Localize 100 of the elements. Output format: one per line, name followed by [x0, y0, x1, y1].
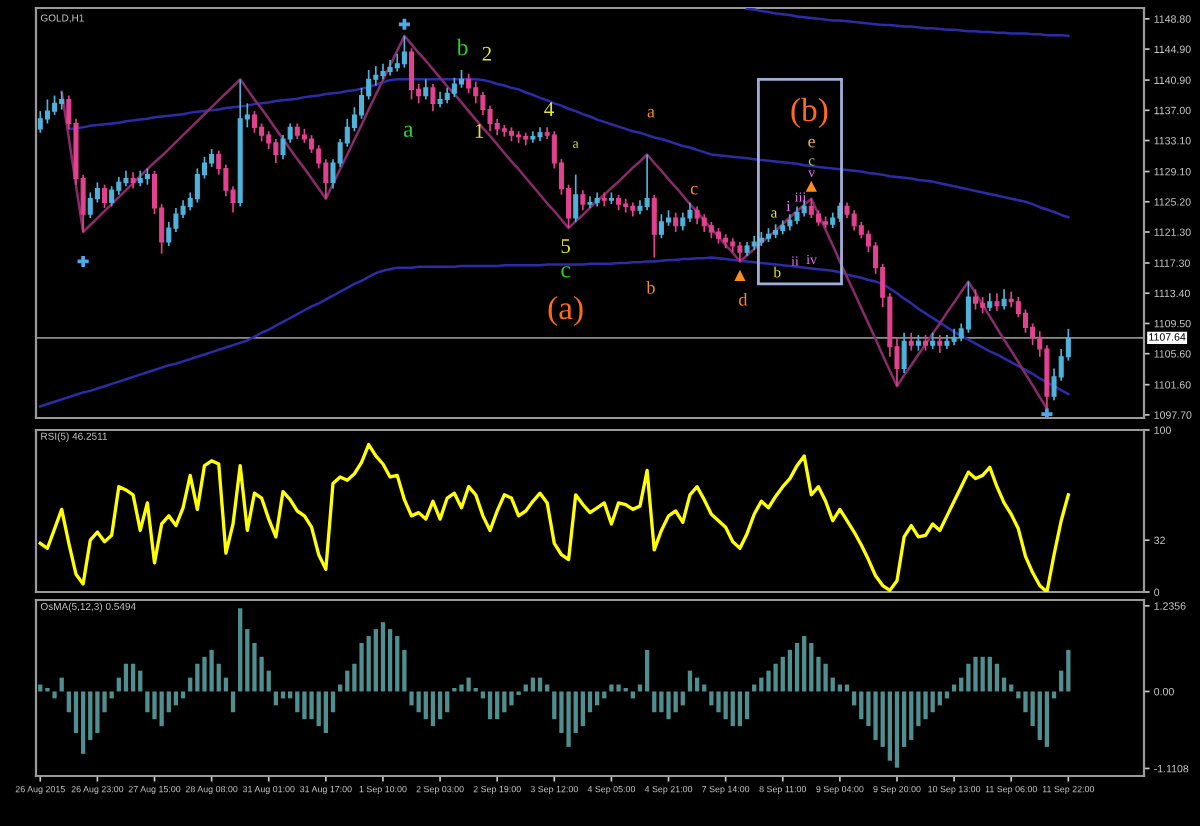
bar: [994, 663, 1000, 692]
candlestick: [658, 213, 664, 240]
candlestick: [409, 47, 415, 101]
point: [1041, 408, 1053, 418]
bar: [944, 691, 950, 699]
bar: [616, 684, 621, 692]
candlestick: [37, 110, 43, 134]
candlestick: [52, 94, 58, 116]
bar: [773, 663, 778, 692]
bar: [737, 691, 743, 727]
candlestick: [687, 201, 693, 223]
candlestick: [87, 191, 93, 219]
bar: [152, 691, 157, 720]
bar: [566, 691, 571, 747]
bar: [630, 691, 635, 699]
bar: [930, 691, 935, 713]
bar: [809, 642, 814, 692]
bar: [909, 691, 914, 740]
candlestick: [972, 288, 979, 311]
candlestick: [423, 78, 429, 101]
candlestick: [1022, 308, 1029, 334]
candlestick: [273, 138, 279, 164]
bar: [373, 629, 378, 692]
bar: [80, 691, 86, 754]
bar: [180, 691, 186, 699]
candlestick: [44, 98, 50, 125]
bar: [580, 691, 585, 727]
annotation: a: [403, 125, 414, 137]
bar: [445, 691, 450, 713]
bar: [802, 636, 807, 692]
bar: [894, 691, 900, 768]
bar: [345, 670, 350, 692]
bar: [359, 642, 364, 692]
bar: [723, 691, 728, 720]
bar: [52, 691, 57, 699]
bar: [495, 691, 500, 720]
annotation: a: [647, 108, 655, 118]
bar: [1066, 649, 1071, 692]
annotation: b: [646, 281, 655, 294]
bar: [295, 691, 300, 713]
bar: [644, 649, 650, 692]
bar: [659, 691, 664, 713]
candlestick: [808, 197, 814, 219]
bar: [609, 684, 614, 692]
point: [398, 18, 410, 30]
bar: [430, 691, 436, 727]
bar: [1044, 691, 1050, 747]
annotation: b: [456, 38, 468, 56]
bar: [595, 691, 600, 706]
bar: [666, 691, 671, 720]
bar: [980, 656, 985, 692]
candlestick: [473, 80, 479, 105]
bar: [380, 622, 386, 692]
bar: [716, 691, 721, 713]
point: [805, 180, 817, 192]
bar: [509, 691, 514, 706]
candlestick: [573, 173, 579, 223]
bar: [366, 636, 371, 692]
bar: [680, 691, 685, 706]
candlestick: [901, 331, 907, 374]
bar: [195, 663, 200, 692]
bar: [652, 691, 657, 713]
annotation: 1: [475, 123, 484, 138]
bar: [923, 691, 928, 720]
annotation: (a): [548, 295, 583, 327]
bar: [973, 656, 978, 692]
candlestick: [1001, 288, 1007, 311]
candlestick: [601, 191, 607, 208]
line-series: [39, 256, 1070, 408]
candlestick: [109, 185, 115, 208]
bar: [730, 691, 735, 727]
candlestick: [102, 183, 108, 209]
candlestick: [401, 35, 407, 69]
bar: [316, 691, 321, 727]
bar: [887, 691, 892, 761]
bar: [502, 691, 507, 713]
candlestick: [451, 76, 457, 98]
candlestick: [359, 86, 365, 120]
annotation: 5: [561, 239, 571, 254]
bar: [766, 670, 771, 692]
bar: [966, 663, 971, 692]
bar: [123, 663, 129, 692]
point: [77, 255, 89, 267]
bar: [209, 649, 214, 692]
candlestick: [673, 211, 679, 233]
line-series: [745, 8, 1070, 38]
candlestick: [580, 189, 586, 212]
candlestick: [430, 83, 436, 112]
candlestick: [644, 153, 650, 212]
candlestick: [737, 241, 743, 263]
point: [734, 269, 746, 281]
bar: [173, 691, 179, 706]
bar: [437, 691, 443, 720]
bar: [138, 670, 143, 692]
bar: [309, 691, 314, 720]
bar: [409, 691, 414, 706]
bar: [859, 691, 864, 720]
bar: [709, 691, 714, 706]
bar: [1037, 691, 1042, 740]
annotation: d: [739, 292, 748, 306]
